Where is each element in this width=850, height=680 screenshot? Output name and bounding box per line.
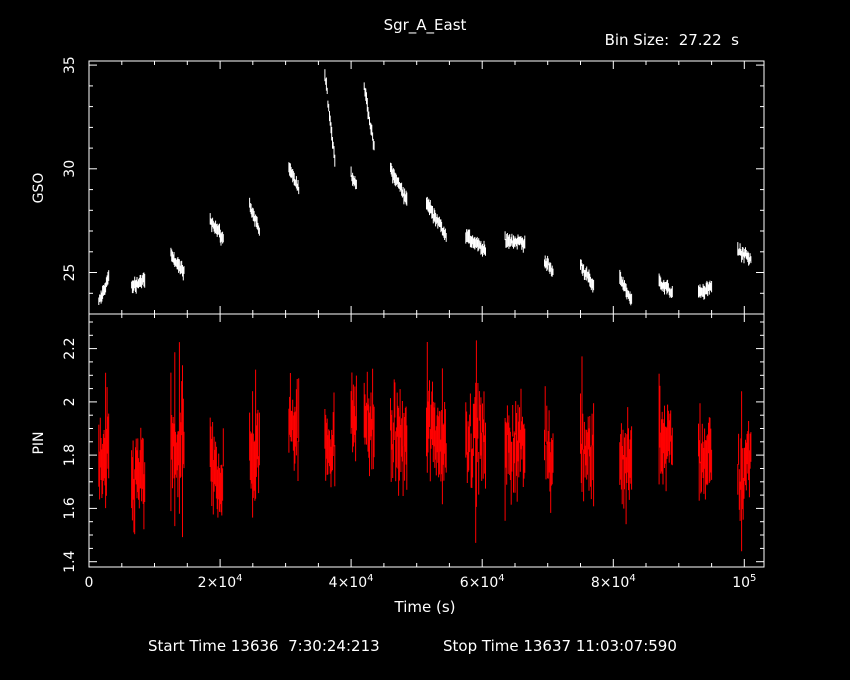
x-tick-label: 2×104: [198, 573, 243, 591]
chart-title: Sgr_A_East: [384, 16, 467, 35]
x-tick-label: 4×104: [329, 573, 374, 591]
pin-y-tick-label: 1.8: [62, 444, 78, 466]
pin-y-tick-label: 1.4: [62, 550, 78, 572]
gso-y-tick-label: 35: [62, 56, 78, 74]
x-tick-label: 6×104: [460, 573, 505, 591]
pin-data-points: [98, 340, 752, 552]
pin-axes: 1.41.61.822.20 2×104 4×104 6×104 8×104 105: [62, 313, 765, 591]
x-axis-label: Time (s): [394, 598, 456, 616]
pin-y-tick-label: 2: [62, 397, 78, 406]
pin-panel: 1.41.61.822.20 2×104 4×104 6×104 8×104 105 PI…: [31, 313, 765, 616]
pin-axis-label: PIN: [31, 431, 47, 454]
bin-size-label: Bin Size: 27.22 s: [605, 31, 740, 49]
gso-y-tick-label: 30: [62, 160, 78, 178]
pin-y-tick-label: 2.2: [62, 337, 78, 359]
gso-y-tick-label: 25: [62, 264, 78, 282]
gso-axis-label: GSO: [31, 173, 47, 204]
x-tick-label: 0: [85, 575, 94, 591]
x-tick-label: 8×104: [591, 573, 636, 591]
gso-data-points: [98, 69, 752, 306]
stop-time-label: Stop Time 13637 11:03:07:590: [443, 637, 677, 655]
pin-y-tick-label: 1.6: [62, 497, 78, 519]
gso-panel: 25 30 35 GSO: [31, 56, 765, 315]
start-time-label: Start Time 13636 7:30:24:213: [148, 637, 380, 655]
pin-plot-frame: [88, 313, 765, 568]
